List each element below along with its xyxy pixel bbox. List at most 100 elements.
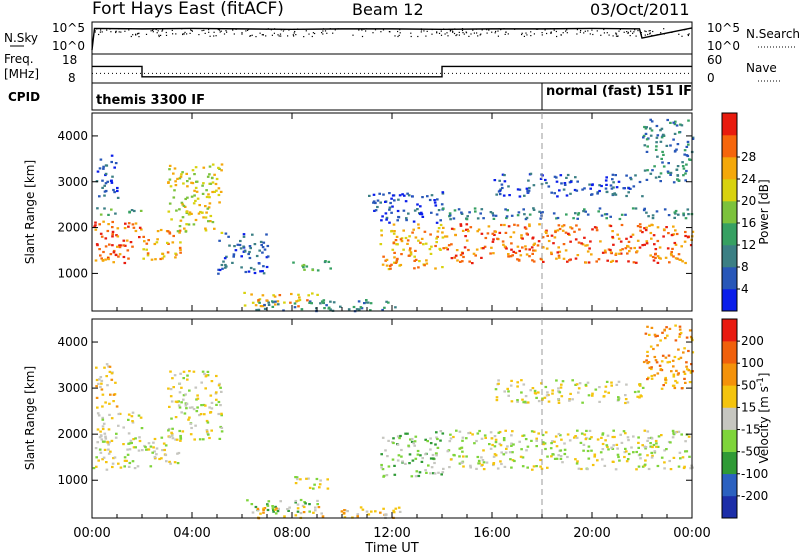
data-cell — [257, 299, 260, 302]
data-cell — [185, 407, 188, 410]
data-cell — [542, 260, 545, 263]
data-cell — [134, 222, 138, 225]
data-cell — [156, 238, 159, 241]
data-cell — [636, 225, 640, 228]
nave-tick-bottom: 0 — [707, 71, 715, 85]
data-cell — [172, 386, 175, 389]
data-cell — [539, 458, 542, 462]
colorbar-segment — [722, 407, 737, 430]
data-cell — [372, 201, 375, 204]
nsearch-point — [479, 34, 481, 36]
data-cell — [408, 453, 412, 456]
data-cell — [661, 161, 664, 164]
data-cell — [624, 213, 627, 216]
data-cell — [446, 450, 450, 453]
data-cell — [406, 239, 410, 242]
data-cell — [665, 226, 668, 229]
data-cell — [577, 212, 581, 215]
data-cell — [290, 292, 293, 296]
data-cell — [665, 144, 669, 147]
data-cell — [480, 256, 483, 259]
data-cell — [687, 349, 690, 353]
data-cell — [589, 187, 592, 190]
data-cell — [620, 441, 624, 444]
data-cell — [569, 192, 572, 195]
data-cell — [684, 230, 687, 234]
nsearch-point — [660, 32, 662, 34]
data-cell — [129, 439, 133, 442]
data-cell — [691, 136, 695, 139]
nsearch-point — [322, 28, 325, 30]
data-cell — [97, 382, 100, 385]
nsearch-point — [398, 34, 400, 36]
colorbar-tick-label: 28 — [741, 150, 756, 164]
data-cell — [666, 361, 670, 364]
data-cell — [644, 127, 648, 130]
data-cell — [380, 229, 383, 232]
data-cell — [172, 234, 175, 238]
data-cell — [676, 178, 679, 181]
data-cell — [641, 231, 644, 234]
data-cell — [619, 240, 623, 243]
data-cell — [195, 410, 199, 413]
data-cell — [384, 200, 387, 203]
data-cell — [406, 242, 409, 245]
data-cell — [663, 461, 666, 464]
data-cell — [127, 222, 131, 225]
data-cell — [689, 467, 692, 470]
data-cell — [614, 468, 618, 471]
nsearch-point — [497, 35, 499, 37]
nsearch-point — [135, 33, 137, 35]
data-cell — [627, 240, 631, 243]
data-cell — [393, 261, 396, 264]
data-cell — [217, 384, 221, 387]
data-cell — [501, 173, 505, 176]
data-cell — [611, 435, 615, 439]
data-cell — [670, 254, 673, 257]
nsearch-point — [208, 31, 210, 33]
data-cell — [500, 462, 503, 466]
data-cell — [681, 456, 685, 459]
nsearch-point — [94, 30, 96, 32]
data-cell — [638, 396, 641, 399]
data-cell — [381, 308, 384, 312]
nsearch-point — [191, 29, 193, 31]
data-cell — [141, 449, 144, 452]
data-cell — [209, 182, 213, 185]
data-cell — [588, 437, 592, 440]
data-cell — [217, 166, 220, 169]
data-cell — [266, 504, 270, 507]
data-cell — [106, 180, 109, 183]
data-cell — [659, 172, 663, 175]
data-cell — [609, 260, 613, 263]
data-cell — [153, 450, 156, 453]
data-cell — [510, 214, 514, 217]
data-cell — [614, 252, 618, 255]
data-cell — [109, 179, 113, 182]
data-cell — [194, 218, 198, 222]
data-cell — [683, 377, 686, 380]
nsearch-point — [463, 33, 465, 35]
data-cell — [98, 378, 101, 381]
data-cell — [465, 239, 469, 242]
data-cell — [495, 396, 499, 399]
data-cell — [424, 469, 427, 472]
data-cell — [591, 228, 594, 231]
colorbar-tick-label: 50 — [741, 378, 756, 392]
data-cell — [527, 179, 530, 182]
nsearch-point — [461, 28, 464, 30]
data-cell — [568, 398, 571, 401]
data-cell — [655, 124, 659, 128]
data-cell — [625, 174, 628, 177]
nsearch-point — [297, 28, 299, 30]
data-cell — [113, 191, 116, 194]
data-cell — [315, 307, 318, 310]
data-cell — [492, 252, 495, 255]
colorbar-tick-label: 12 — [741, 238, 756, 252]
data-cell — [105, 468, 109, 471]
data-cell — [410, 475, 414, 478]
data-cell — [583, 208, 586, 211]
nsearch-point — [591, 29, 593, 31]
data-cell — [257, 300, 260, 303]
data-cell — [672, 384, 676, 387]
